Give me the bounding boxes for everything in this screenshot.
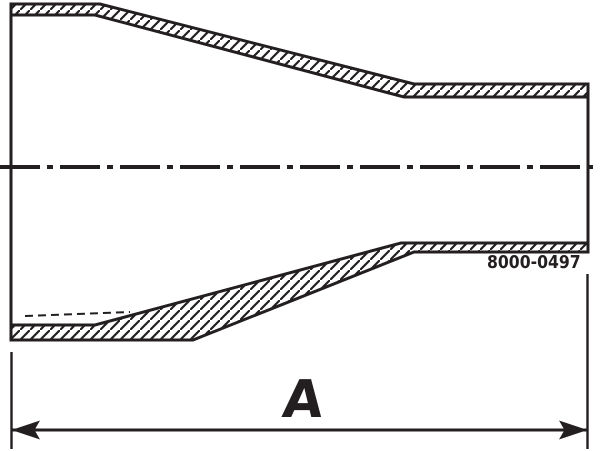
- part-number-label: 8000-0497: [487, 252, 581, 273]
- arrowhead-left-icon: [11, 420, 40, 440]
- upper-wall-section: [9, 2, 590, 99]
- hidden-tangent-line: [24, 311, 131, 317]
- dimension-a-label: A: [279, 370, 327, 430]
- arrowhead-right-icon: [559, 420, 588, 440]
